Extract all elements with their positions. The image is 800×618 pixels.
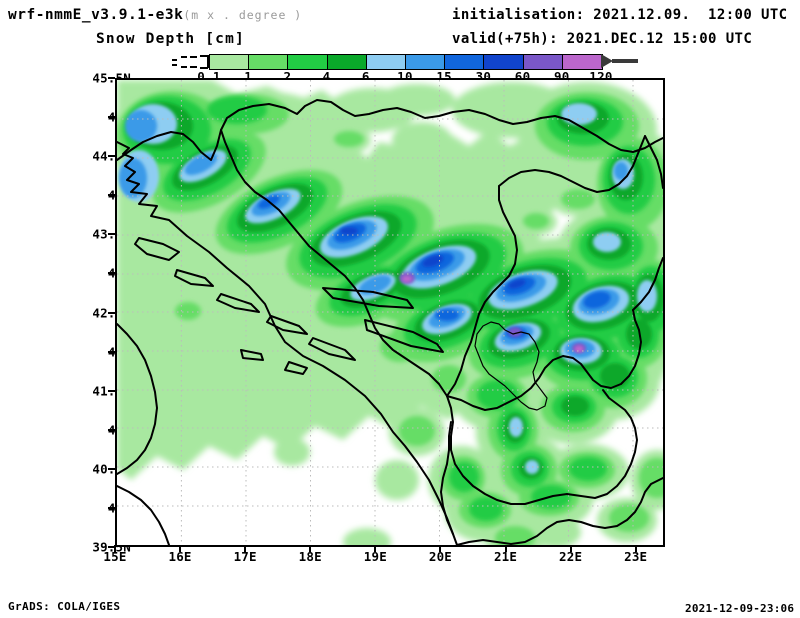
y-axis-tick-mark xyxy=(108,272,115,275)
valid-time: valid(+75h): 2021.DEC.12 15:00 UTC xyxy=(452,31,753,47)
colorbar-overflow-tail-icon xyxy=(612,59,638,63)
colorbar-swatch xyxy=(249,55,289,69)
x-axis-tick-mark xyxy=(439,545,442,552)
colorbar-swatch xyxy=(288,55,328,69)
model-title: wrf-nmmE_v3.9.1-e3k(m x . degree ) xyxy=(8,7,302,23)
colorbar-swatches xyxy=(209,54,603,70)
y-axis-tick-mark xyxy=(108,311,115,314)
page-title: Snow Depth [cm] xyxy=(96,31,245,47)
map-coastlines-borders xyxy=(117,99,663,545)
x-axis-tick-mark xyxy=(244,545,247,552)
x-axis-tick-label: 22E xyxy=(559,549,583,564)
colorbar-swatch xyxy=(523,55,563,69)
x-axis-tick-mark xyxy=(114,545,116,552)
y-axis-tick-mark xyxy=(108,116,115,119)
snow-depth-map xyxy=(117,80,663,545)
x-axis-tick-mark xyxy=(569,545,572,552)
x-axis-tick-label: 21E xyxy=(493,549,518,564)
model-name-text: wrf-nmmE_v3.9.1-e3k xyxy=(8,7,184,23)
model-units-text: (m x . degree ) xyxy=(183,8,303,22)
y-axis-tick-mark xyxy=(108,233,115,236)
x-axis-tick-mark xyxy=(504,545,507,552)
x-axis-tick-label: 20E xyxy=(428,549,453,564)
colorbar-overflow-arrow-icon xyxy=(601,54,613,68)
footer-timestamp: 2021-12-09-23:06 xyxy=(685,602,795,615)
colorbar-tick-label: 4 xyxy=(322,69,331,84)
y-axis-tick-mark xyxy=(108,467,115,470)
y-axis-tick-mark xyxy=(108,350,115,353)
colorbar-tick-label: 1 xyxy=(244,69,253,84)
colorbar-swatch xyxy=(445,55,485,69)
colorbar: 0.1 1 2 4 6 10 15 30 60 90 120 xyxy=(160,52,660,84)
colorbar-swatch xyxy=(327,55,367,69)
x-axis-tick-label: 15E xyxy=(103,549,127,564)
y-axis-tick-mark xyxy=(108,77,115,79)
x-axis-tick-mark xyxy=(374,545,377,552)
snow-layer-30 xyxy=(340,227,526,289)
colorbar-swatch xyxy=(484,55,524,69)
x-axis-tick-label: 17E xyxy=(233,549,257,564)
colorbar-swatch xyxy=(405,55,446,69)
colorbar-swatch xyxy=(366,55,406,69)
y-axis-tick-mark xyxy=(108,546,115,548)
x-axis-tick-label: 23E xyxy=(624,549,648,564)
colorbar-swatch xyxy=(210,55,250,69)
contour-dash-legend-icon xyxy=(172,55,209,69)
map-plot-area xyxy=(115,78,665,547)
colorbar-tick-label: 2 xyxy=(283,69,292,84)
map-gridlines xyxy=(117,80,663,545)
snow-layer-90 xyxy=(402,275,584,353)
x-axis-tick-mark xyxy=(634,545,637,552)
y-axis-tick-mark xyxy=(108,194,115,197)
x-axis-tick-label: 18E xyxy=(298,549,322,564)
y-axis-tick-mark xyxy=(108,155,115,158)
y-axis-tick-mark xyxy=(108,506,115,509)
x-axis-tick-mark xyxy=(309,545,312,552)
y-axis-tick-mark xyxy=(108,428,115,431)
x-axis-tick-label: 19E xyxy=(363,549,387,564)
x-axis-tick-label: 16E xyxy=(168,549,192,564)
colorbar-swatch xyxy=(562,55,602,69)
initialisation-time: initialisation: 2021.12.09. 12:00 UTC xyxy=(452,7,788,23)
x-axis-tick-mark xyxy=(179,545,182,552)
colorbar-tick-label: 6 xyxy=(361,69,370,84)
footer-credit: GrADS: COLA/IGES xyxy=(8,600,121,613)
y-axis-tick-mark xyxy=(108,389,115,392)
